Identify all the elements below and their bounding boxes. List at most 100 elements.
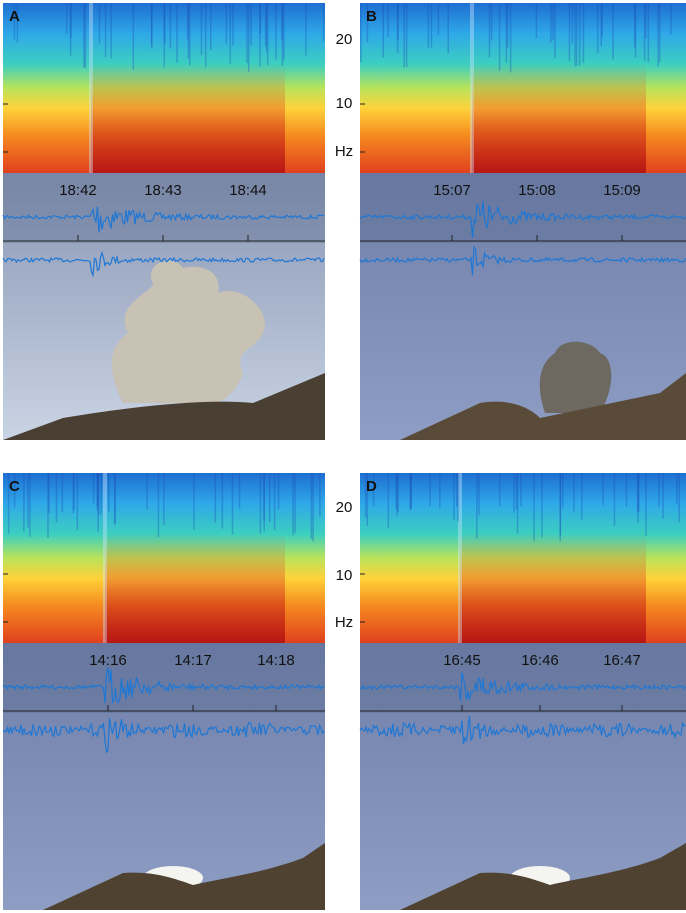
onset-line	[458, 473, 462, 643]
spectrogram-streak	[574, 3, 576, 67]
mountain	[43, 843, 325, 910]
spectrogram-streak	[676, 473, 678, 505]
spectrogram-streak	[476, 473, 478, 539]
spectrogram-streak	[516, 473, 519, 534]
seismic-trace	[2, 667, 325, 705]
spectrogram-streak	[600, 3, 603, 47]
mountain	[3, 373, 325, 440]
spectrogram-streak	[372, 473, 375, 507]
spectrogram-streak	[247, 3, 250, 72]
spectrogram-streak	[437, 3, 440, 35]
spectrogram-streak	[678, 473, 680, 523]
spectrogram-streak	[662, 473, 664, 519]
spectrogram-streak	[150, 3, 153, 45]
panel: A 18:42 18:43 18:44	[2, 3, 325, 440]
spectrogram-streak	[96, 473, 99, 511]
spectrogram-streak	[582, 3, 585, 64]
spectrogram-streak	[578, 3, 581, 66]
spectrogram-streak	[275, 3, 277, 60]
spectrogram-streak	[634, 3, 636, 48]
spectrogram-streak	[670, 3, 672, 35]
spectrogram-streak	[281, 3, 284, 66]
spectrogram-streak	[221, 473, 224, 529]
spectrogram-streak	[643, 3, 646, 62]
spectrogram-streak	[647, 3, 650, 63]
spectrogram-streak	[188, 3, 191, 66]
spectrogram-streak	[410, 473, 413, 509]
spectrogram-streak	[319, 473, 321, 517]
spectrogram-streak	[575, 3, 578, 66]
ash-plume	[539, 341, 612, 413]
spectrogram-streak	[636, 473, 639, 512]
spectrogram-streak	[268, 473, 271, 522]
spectrogram-streak	[581, 473, 583, 520]
spectrogram-streak	[498, 3, 501, 71]
spectrogram-streak	[29, 473, 31, 537]
spectrogram-streak	[382, 3, 384, 58]
spectrogram-streak	[554, 3, 556, 59]
spectrogram-streak	[98, 3, 101, 44]
spectrogram-streak	[535, 3, 538, 39]
spectrogram-streak	[76, 473, 79, 531]
spectrogram-streak	[305, 3, 307, 56]
spectrogram-streak	[658, 3, 661, 63]
spectrogram-streak	[209, 3, 212, 51]
spectrogram-streak	[232, 3, 234, 46]
spectrogram-streak	[273, 473, 276, 531]
spectrogram-streak	[114, 473, 116, 525]
spectrogram-streak	[70, 3, 72, 38]
spectrogram-streak	[96, 473, 99, 507]
spectrogram-streak	[292, 473, 294, 536]
seismic-trace	[359, 201, 686, 238]
spectrogram-streak	[596, 3, 599, 54]
spectrogram-streak	[397, 473, 399, 513]
spectrogram-streak	[366, 473, 369, 527]
spectrogram-streak	[146, 473, 148, 510]
freq-tick-label: 10	[336, 567, 353, 584]
spectrogram-burst	[472, 63, 646, 173]
spectrogram-streak	[533, 473, 535, 541]
spectrogram-streak	[559, 473, 562, 536]
spectrogram-streak	[16, 3, 19, 43]
spectrogram-streak	[456, 473, 458, 507]
seismic-trace	[359, 715, 686, 744]
spectrogram-streak	[360, 3, 362, 63]
onset-line	[470, 3, 474, 173]
spectrogram-streak	[409, 473, 412, 509]
spectrogram-streak	[310, 473, 313, 539]
spectrogram-streak	[100, 473, 102, 514]
spectrogram-streak	[200, 3, 203, 56]
spectrogram-streak	[7, 473, 10, 534]
spectrogram-streak	[397, 3, 399, 40]
spectrogram-streak	[92, 473, 95, 504]
spectrogram-streak	[108, 473, 110, 512]
spectrogram-streak	[366, 3, 369, 43]
spectrogram-streak	[176, 3, 178, 64]
spectrogram-streak	[638, 473, 640, 513]
spectrogram-streak	[506, 3, 509, 48]
onset-line	[89, 3, 93, 173]
freq-unit: Hz	[335, 614, 353, 631]
spectrogram-streak	[625, 473, 628, 507]
spectrogram-streak	[259, 3, 262, 34]
spectrogram-streak	[73, 473, 75, 510]
spectrogram-streak	[568, 3, 571, 62]
spectrogram-streak	[403, 3, 405, 68]
spectrogram-streak	[238, 473, 241, 509]
spectrogram-streak	[163, 3, 166, 43]
spectrogram-burst	[91, 63, 285, 173]
spectrogram-streak	[312, 473, 314, 542]
spectrogram-streak	[283, 3, 285, 61]
mountain	[400, 843, 686, 910]
seismic-trace	[359, 672, 686, 702]
spectrogram-streak	[69, 3, 72, 56]
spectrogram-streak	[520, 473, 522, 507]
panel-label: A	[9, 8, 20, 25]
spectrogram-streak	[490, 3, 493, 41]
spectrogram-streak	[430, 3, 433, 48]
spectrogram-streak	[571, 3, 574, 44]
spectrogram-streak	[55, 473, 58, 523]
spectrogram-streak	[509, 3, 512, 73]
spectrogram-streak	[113, 473, 116, 524]
